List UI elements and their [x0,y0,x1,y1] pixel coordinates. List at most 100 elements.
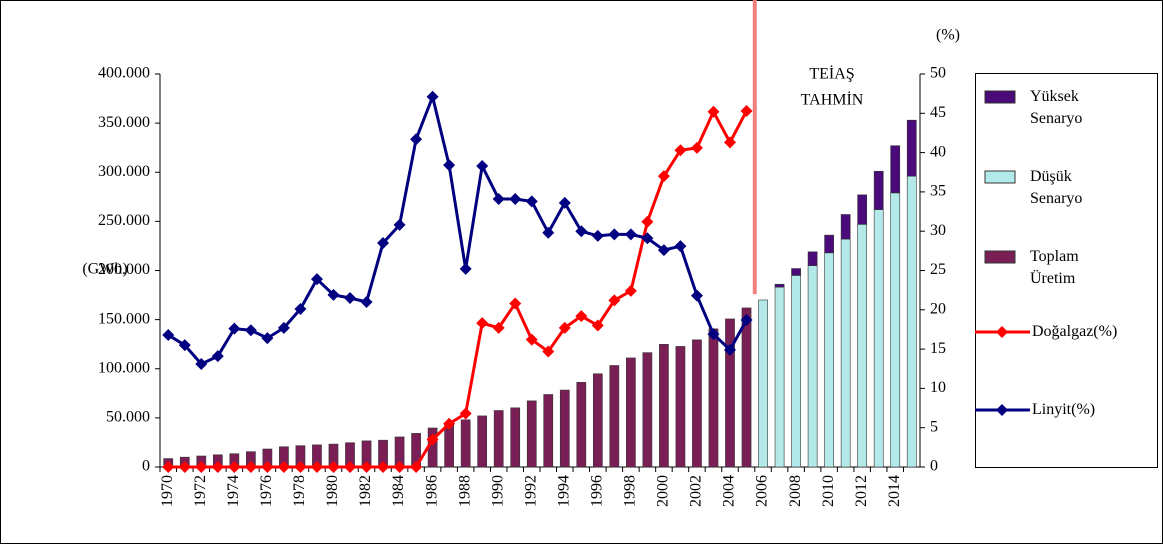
marker [674,240,687,253]
bar [444,423,454,468]
y2-tick-label: 0 [930,458,938,475]
marker [591,319,604,332]
marker [178,461,191,473]
bar [774,283,785,288]
marker [542,226,555,239]
bar [592,373,603,468]
x-tick-label: 2000 [655,475,672,507]
marker [195,461,208,473]
marker [377,461,390,473]
marker [707,328,720,341]
y2-axis-label: (%) [936,27,960,44]
x-tick-label: 1976 [258,475,275,507]
marker [377,236,390,249]
bar [873,170,884,210]
bar [906,175,917,468]
marker [707,105,720,118]
x-tick-label: 2014 [886,475,903,507]
x-tick-label: 2008 [787,475,804,507]
x-tick-label: 1988 [456,475,473,507]
marker [162,328,175,341]
x-tick-label: 2012 [853,475,870,507]
marker [360,295,373,308]
marker [211,350,224,363]
marker [542,345,555,358]
bar [675,346,686,468]
x-tick-label: 1994 [555,475,572,507]
bar [807,251,818,266]
y-tick-label: 150.000 [98,310,150,327]
marker [228,461,241,473]
bar [857,224,868,468]
marker [426,90,439,103]
x-tick-label: 1982 [357,475,374,507]
y-tick-label: 250.000 [98,212,150,229]
marker [558,321,571,334]
marker [690,289,703,302]
x-tick-label: 1978 [291,475,308,507]
marker [410,461,423,473]
marker [211,461,224,473]
y2-tick-label: 40 [930,143,946,160]
bar [840,238,851,468]
bar [873,209,884,468]
marker [178,339,191,352]
y2-tick-label: 35 [930,183,946,200]
marker [624,228,637,241]
x-tick-label: 1972 [192,475,209,507]
marker [393,218,406,231]
legend-box [975,73,1158,468]
bar [609,365,620,468]
bar [774,286,785,468]
y-tick-label: 200.000 [98,261,150,278]
marker [360,461,373,473]
marker [509,297,522,310]
marker [657,244,670,257]
legend-swatch [984,250,1016,264]
bar [626,357,636,468]
legend-marker [996,326,1008,338]
line [167,91,748,366]
marker [690,141,703,154]
bar [576,382,587,468]
marker [310,461,323,473]
y2-tick-label: 5 [930,418,938,435]
y2-tick-label: 30 [930,222,946,239]
x-tick-label: 2006 [754,475,771,507]
marker [724,343,736,356]
marker [410,133,423,146]
marker [624,284,637,297]
marker [261,461,274,473]
y2-tick-label: 50 [930,65,946,82]
y-tick-label: 0 [142,458,150,475]
y-tick-label: 300.000 [98,163,150,180]
x-tick-label: 1980 [324,475,341,507]
bar [543,394,554,468]
x-tick-label: 1974 [225,475,242,507]
marker [294,303,307,316]
marker [641,232,654,245]
marker [476,317,489,330]
marker [674,144,687,157]
bar [708,328,719,468]
bar [741,307,752,468]
y-tick-label: 100.000 [98,359,150,376]
marker [344,292,356,305]
bar [857,194,868,225]
x-tick-label: 1990 [489,475,506,507]
y2-tick-label: 20 [930,300,946,317]
marker [525,333,538,346]
marker [608,294,621,307]
y-tick-label: 350.000 [98,114,150,131]
bar [890,145,901,194]
bar [840,214,851,240]
bar [824,252,834,468]
marker [261,332,274,345]
bar [477,415,488,468]
marker [657,170,670,183]
annotation: TAHMİN [801,91,864,109]
bar [692,339,702,468]
marker [575,310,588,323]
marker [344,461,356,473]
